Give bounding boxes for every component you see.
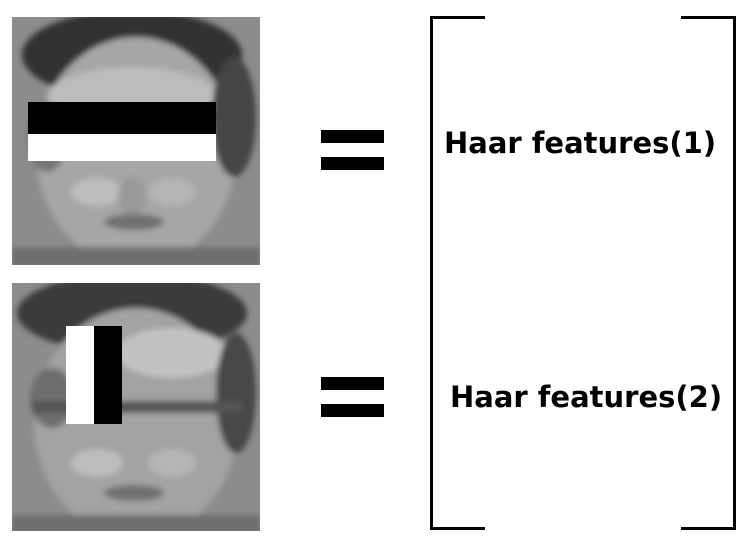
pixelated-face-2 bbox=[12, 283, 260, 531]
haar-light-region bbox=[66, 326, 94, 424]
face-image-1 bbox=[12, 17, 260, 265]
equals-sign-1 bbox=[321, 130, 384, 171]
face-image-2 bbox=[12, 283, 260, 531]
haar-dark-region bbox=[94, 326, 122, 424]
haar-light-region bbox=[28, 134, 216, 161]
equals-sign-2 bbox=[321, 377, 384, 419]
haar-features-label-1: Haar features(1) bbox=[444, 126, 717, 160]
haar-dark-region bbox=[28, 102, 216, 134]
haar-features-label-2: Haar features(2) bbox=[450, 380, 723, 414]
